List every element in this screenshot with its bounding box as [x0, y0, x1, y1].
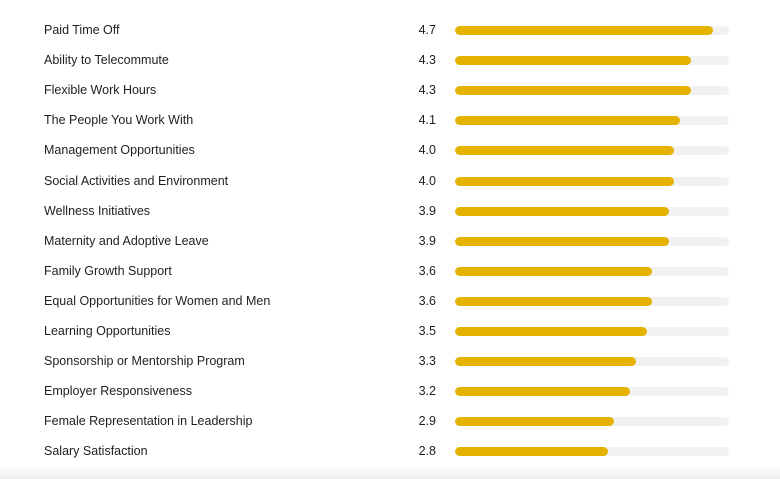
bar [455, 26, 713, 35]
bar-track [455, 417, 729, 427]
category-label: Wellness Initiatives [44, 203, 151, 218]
value-label: 2.9 [418, 414, 436, 429]
value-label: 3.6 [418, 293, 436, 308]
value-label: 4.0 [418, 173, 436, 188]
bar-track [455, 206, 729, 216]
bar-track [455, 56, 729, 66]
bar-row: Management Opportunities 4.0 [0, 135, 780, 165]
bottom-fade [0, 465, 780, 479]
bar [455, 417, 614, 427]
bar-row: Female Representation in Leadership 2.9 [0, 406, 780, 436]
bar [455, 266, 653, 276]
value-label: 3.9 [418, 233, 436, 248]
bar-row: Ability to Telecommute 4.3 [0, 45, 780, 75]
bar-track [455, 116, 729, 126]
category-label: Family Growth Support [44, 263, 172, 278]
bar-track [455, 266, 729, 276]
value-label: 4.7 [418, 23, 436, 37]
bar-row: Equal Opportunities for Women and Men 3.6 [0, 286, 780, 316]
category-label: Equal Opportunities for Women and Men [44, 293, 271, 308]
category-label: Management Opportunities [44, 143, 195, 158]
bar-track [455, 86, 729, 96]
bar [455, 146, 675, 156]
bar-row: Family Growth Support 3.6 [0, 256, 780, 286]
bar [455, 327, 647, 336]
category-label: Maternity and Adoptive Leave [44, 233, 209, 248]
category-label: The People You Work With [44, 113, 194, 128]
bar-row: Social Activities and Environment 4.0 [0, 166, 780, 196]
bar [455, 236, 669, 246]
bar [455, 116, 680, 126]
category-label: Flexible Work Hours [44, 83, 157, 98]
bar-row: Learning Opportunities 3.5 [0, 316, 780, 346]
value-label: 3.6 [418, 263, 436, 278]
bar-track [455, 357, 729, 367]
bar [455, 357, 636, 367]
value-label: 4.1 [418, 113, 436, 128]
value-label: 2.8 [418, 444, 436, 459]
bar-track [455, 327, 729, 336]
category-label: Employer Responsiveness [44, 384, 192, 399]
bar-track [455, 26, 729, 35]
bar [455, 296, 653, 306]
category-label: Female Representation in Leadership [44, 414, 253, 429]
value-label: 4.3 [418, 53, 436, 68]
bar-row: Wellness Initiatives 3.9 [0, 196, 780, 226]
value-label: 4.0 [418, 143, 436, 158]
bar-track [455, 146, 729, 156]
bar-track [455, 236, 729, 246]
bar-track [455, 296, 729, 306]
bar [455, 206, 669, 216]
bar-row: Paid Time Off 4.7 [0, 15, 780, 45]
category-label: Salary Satisfaction [44, 444, 148, 459]
bar [455, 176, 675, 186]
bar-track [455, 447, 729, 457]
category-label: Sponsorship or Mentorship Program [44, 354, 245, 369]
value-label: 3.9 [418, 203, 436, 218]
bar [455, 86, 691, 96]
bar [455, 387, 631, 397]
bar-row: Sponsorship or Mentorship Program 3.3 [0, 346, 780, 376]
bar [455, 56, 691, 66]
category-label: Learning Opportunities [44, 324, 171, 338]
category-label: Ability to Telecommute [44, 53, 169, 68]
category-label: Social Activities and Environment [44, 173, 229, 188]
bar-row: Flexible Work Hours 4.3 [0, 75, 780, 105]
category-label: Paid Time Off [44, 23, 120, 37]
value-label: 3.3 [418, 354, 436, 369]
value-label: 3.2 [418, 384, 436, 399]
bar-row: The People You Work With 4.1 [0, 105, 780, 135]
value-label: 4.3 [418, 83, 436, 98]
bar [455, 447, 609, 457]
bar-row: Employer Responsiveness 3.2 [0, 376, 780, 406]
value-label: 3.5 [418, 324, 436, 338]
bar-track [455, 176, 729, 186]
bar-row: Maternity and Adoptive Leave 3.9 [0, 226, 780, 256]
bar-row: Salary Satisfaction 2.8 [0, 436, 780, 466]
bar-track [455, 387, 729, 397]
